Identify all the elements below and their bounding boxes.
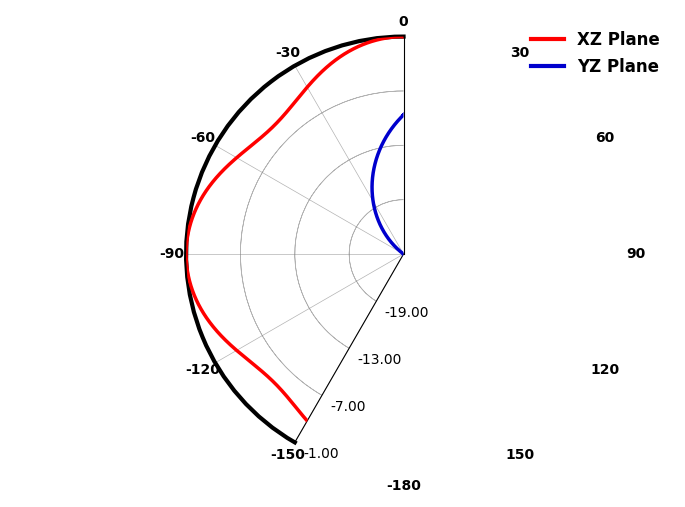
XZ Plane [399, 33, 408, 40]
YZ Plane [605, 204, 613, 210]
XZ Plane [399, 33, 407, 40]
XZ Plane [528, 122, 536, 128]
YZ Plane [371, 209, 379, 215]
XZ Plane [286, 397, 295, 404]
XZ Plane [610, 291, 618, 297]
YZ Plane [399, 112, 408, 118]
XZ Plane [399, 33, 408, 40]
YZ Plane [399, 112, 408, 118]
Line: YZ Plane: YZ Plane [372, 83, 609, 328]
YZ Plane [399, 112, 408, 118]
YZ Plane [576, 284, 584, 290]
Line: XZ Plane: XZ Plane [186, 37, 621, 472]
YZ Plane [588, 142, 596, 149]
XZ Plane [606, 204, 614, 210]
XZ Plane [273, 382, 281, 388]
XZ Plane [294, 95, 302, 101]
Legend: XZ Plane, YZ Plane: XZ Plane, YZ Plane [524, 25, 667, 82]
